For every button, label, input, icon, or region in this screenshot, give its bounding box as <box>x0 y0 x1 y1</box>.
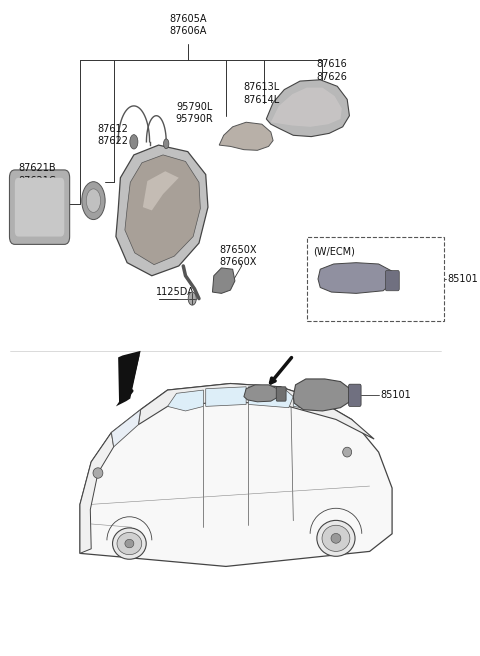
Polygon shape <box>80 384 392 566</box>
Ellipse shape <box>130 134 138 149</box>
Polygon shape <box>248 387 293 407</box>
Ellipse shape <box>188 292 196 305</box>
Polygon shape <box>143 171 179 211</box>
Polygon shape <box>266 80 349 136</box>
FancyBboxPatch shape <box>10 170 70 245</box>
Ellipse shape <box>317 520 355 556</box>
Polygon shape <box>80 432 114 554</box>
Polygon shape <box>293 397 313 409</box>
Polygon shape <box>293 379 353 411</box>
Text: 1125DA: 1125DA <box>156 287 195 297</box>
Ellipse shape <box>86 189 101 213</box>
Text: 85101: 85101 <box>380 390 411 400</box>
Ellipse shape <box>125 539 134 548</box>
Text: 87612
87622: 87612 87622 <box>97 124 128 146</box>
Ellipse shape <box>322 525 350 552</box>
Polygon shape <box>219 122 273 150</box>
Polygon shape <box>318 262 393 293</box>
Text: 95790L
95790R: 95790L 95790R <box>176 102 214 124</box>
Ellipse shape <box>112 528 146 560</box>
Ellipse shape <box>82 182 105 220</box>
Text: (W/ECM): (W/ECM) <box>313 247 355 256</box>
Ellipse shape <box>93 468 103 478</box>
Text: 87650X
87660X: 87650X 87660X <box>220 245 257 267</box>
Polygon shape <box>116 145 208 276</box>
Polygon shape <box>125 155 200 264</box>
Ellipse shape <box>117 533 142 555</box>
Text: 87605A
87606A: 87605A 87606A <box>169 14 206 36</box>
Polygon shape <box>271 88 342 127</box>
Text: 85101: 85101 <box>447 274 478 284</box>
FancyBboxPatch shape <box>15 178 64 237</box>
Text: 87613L
87614L: 87613L 87614L <box>244 82 280 104</box>
FancyBboxPatch shape <box>348 384 361 406</box>
FancyBboxPatch shape <box>276 387 286 401</box>
Ellipse shape <box>331 533 341 543</box>
Polygon shape <box>206 387 246 406</box>
Text: 87621B
87621C: 87621B 87621C <box>19 163 56 186</box>
Polygon shape <box>244 385 279 402</box>
Bar <box>307 237 444 321</box>
Polygon shape <box>116 351 141 406</box>
Ellipse shape <box>343 447 352 457</box>
FancyBboxPatch shape <box>385 270 399 291</box>
Text: 87616
87626: 87616 87626 <box>316 59 347 82</box>
Ellipse shape <box>164 139 169 149</box>
Polygon shape <box>138 384 374 439</box>
Polygon shape <box>111 409 141 447</box>
Polygon shape <box>213 268 235 293</box>
Polygon shape <box>168 390 204 411</box>
